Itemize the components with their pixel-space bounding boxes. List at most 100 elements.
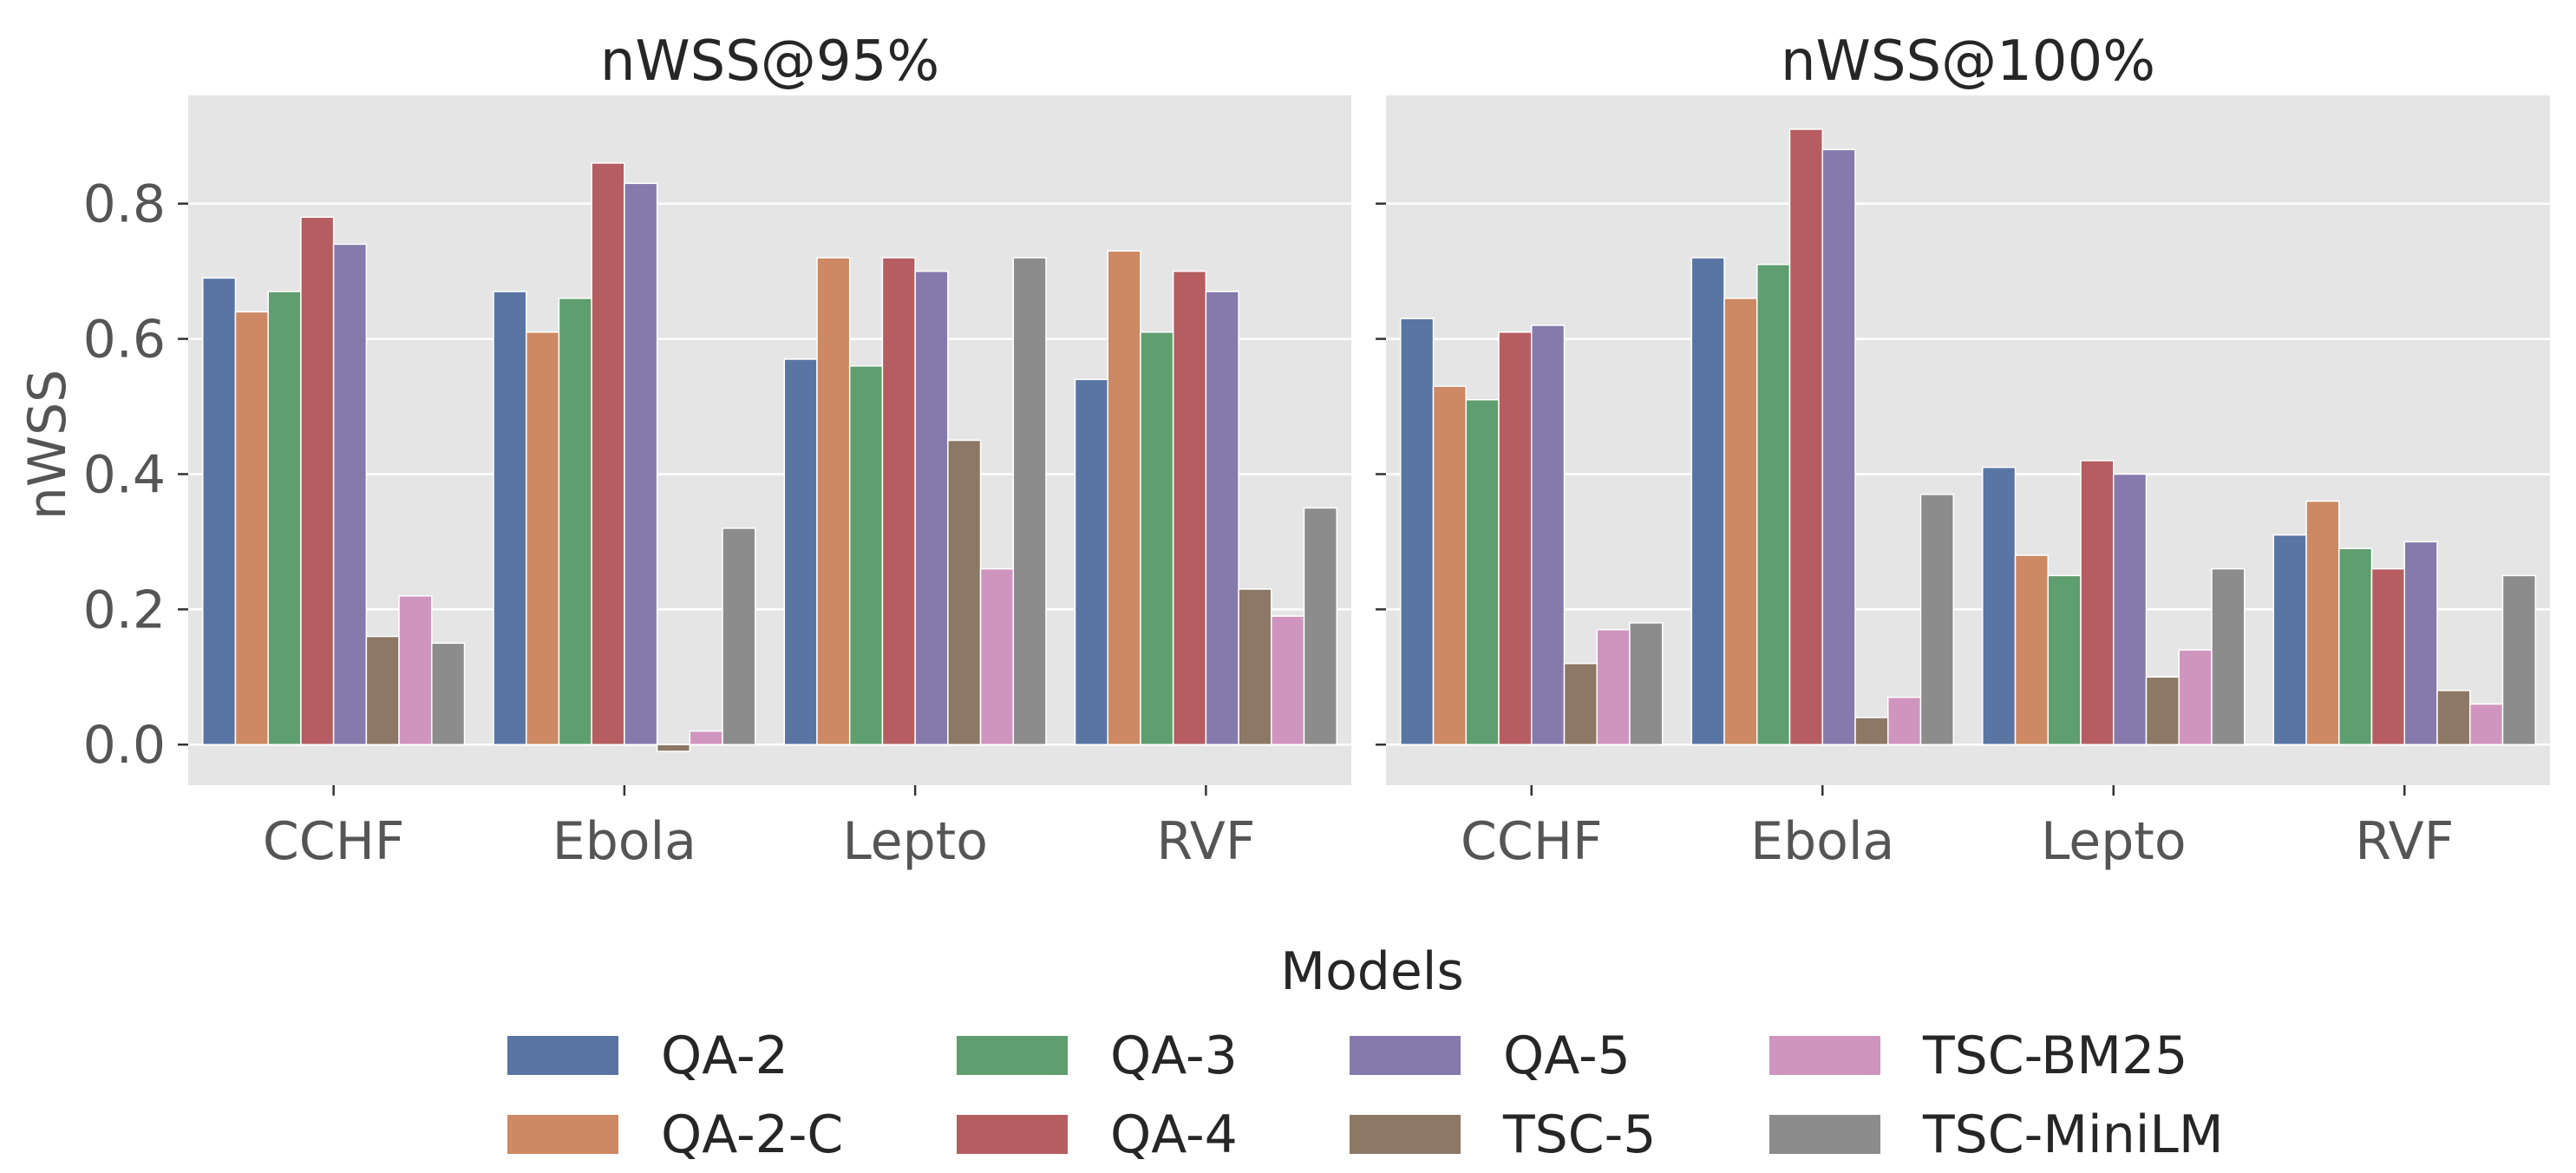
legend-item-qa-5: QA-5 — [1350, 1026, 1631, 1086]
legend-item-qa-4: QA-4 — [957, 1104, 1238, 1165]
legend-item-tsc-bm25: TSC-BM25 — [1769, 1026, 2187, 1086]
legend-label: TSC-5 — [1502, 1104, 1656, 1165]
bar-tsc-minilm-lepto — [2211, 567, 2246, 745]
bar-tsc-5-rvf — [1238, 588, 1272, 745]
panel-1: 0.0 0.2 0.4 0.6 0.8 nWSS@95% nWSS CCHF Ebola Lept… — [17, 29, 1351, 872]
x-tick-label: Lepto — [842, 811, 988, 872]
bar-qa-3-rvf — [2338, 547, 2373, 745]
legend-label: QA-4 — [1110, 1104, 1238, 1165]
bar-tsc-minilm-ebola — [722, 528, 756, 745]
bar-tsc-minilm-rvf — [1303, 507, 1337, 745]
bar-tsc-bm25-rvf — [1271, 615, 1305, 745]
legend-label: QA-5 — [1503, 1026, 1631, 1086]
bar-tsc-5-cchf — [1563, 662, 1598, 745]
legend-item-qa-3: QA-3 — [957, 1026, 1238, 1086]
bar-tsc-minilm-lepto — [1012, 257, 1047, 745]
bar-tsc-5-lepto — [947, 439, 982, 745]
legend-label: QA-3 — [1110, 1026, 1238, 1086]
bar-tsc-5-ebola — [1854, 717, 1889, 745]
x-tick-label: RVF — [1156, 811, 1255, 872]
bar-qa-3-lepto — [2047, 574, 2082, 745]
bar-qa-2-cchf — [202, 277, 237, 745]
y-tick-label: 0.6 — [83, 310, 166, 370]
bar-qa-5-rvf — [1205, 291, 1239, 745]
bar-tsc-bm25-cchf — [1596, 628, 1631, 745]
bar-tsc-bm25-rvf — [2468, 703, 2504, 745]
x-tick-label: Ebola — [1750, 811, 1894, 872]
y-tick-label: 0.0 — [83, 715, 166, 776]
bar-qa-2-lepto — [783, 358, 818, 745]
legend-swatch — [1769, 1115, 1880, 1154]
bar-qa-2-c-rvf — [1107, 250, 1141, 745]
bar-qa-3-rvf — [1140, 331, 1174, 745]
x-tick-label: Lepto — [2041, 811, 2187, 872]
legend-item-tsc-minilm: TSC-MiniLM — [1769, 1104, 2224, 1165]
bar-qa-2-lepto — [1982, 466, 2017, 745]
legend-label: QA-2-C — [661, 1104, 843, 1165]
x-tick-label: CCHF — [263, 811, 404, 872]
legend-swatch — [507, 1036, 618, 1075]
bar-qa-2-c-cchf — [234, 311, 269, 745]
bar-qa-5-ebola — [1821, 148, 1856, 745]
bar-qa-4-lepto — [881, 257, 916, 745]
bar-tsc-bm25-cchf — [398, 595, 433, 745]
bar-qa-2-c-cchf — [1432, 385, 1468, 745]
legend-swatch — [1350, 1115, 1461, 1154]
bar-qa-2-ebola — [1690, 257, 1725, 745]
bar-qa-3-cchf — [267, 291, 302, 745]
legend-title: Models — [1280, 941, 1463, 1002]
bar-qa-3-ebola — [558, 298, 592, 745]
bar-qa-3-lepto — [848, 365, 884, 745]
panel-title: nWSS@100% — [1781, 29, 2155, 94]
bar-qa-4-lepto — [2080, 460, 2115, 745]
bar-tsc-minilm-rvf — [2501, 574, 2536, 745]
legend-label: TSC-BM25 — [1922, 1026, 2187, 1086]
bar-qa-2-c-rvf — [2305, 500, 2340, 745]
bar-tsc-minilm-cchf — [1629, 622, 1664, 745]
bar-qa-2-c-ebola — [525, 331, 560, 745]
panel-2: nWSS@100% CCHF Ebola Lepto RVF — [1376, 29, 2550, 872]
bar-tsc-5-rvf — [2436, 690, 2471, 745]
bar-qa-2-rvf — [1074, 378, 1108, 745]
bar-qa-5-ebola — [624, 182, 658, 745]
bar-qa-4-rvf — [2370, 567, 2406, 745]
bar-qa-2-c-lepto — [2014, 554, 2050, 745]
bar-qa-4-ebola — [1788, 128, 1824, 745]
legend-item-qa-2: QA-2 — [507, 1026, 788, 1086]
legend-swatch — [507, 1115, 618, 1154]
legend: Models QA-2 QA-3 QA-5 TSC-BM25 QA-2-C QA-4 TSC… — [507, 941, 2224, 1165]
panel-title: nWSS@95% — [600, 29, 939, 94]
bar-qa-3-cchf — [1465, 398, 1500, 745]
bar-qa-5-cchf — [1531, 324, 1566, 745]
legend-label: QA-2 — [661, 1026, 788, 1086]
bar-qa-5-lepto — [914, 270, 949, 745]
legend-item-tsc-5: TSC-5 — [1350, 1104, 1656, 1165]
bar-qa-4-rvf — [1172, 270, 1207, 745]
x-tick-label: CCHF — [1461, 811, 1602, 872]
bar-tsc-minilm-ebola — [1919, 494, 1954, 745]
bar-qa-2-c-lepto — [816, 257, 851, 745]
x-tick-label: RVF — [2355, 811, 2454, 872]
legend-label: TSC-MiniLM — [1922, 1104, 2224, 1165]
bar-qa-4-cchf — [300, 216, 335, 745]
bar-tsc-5-ebola — [656, 744, 691, 752]
bar-tsc-minilm-cchf — [431, 642, 466, 745]
bar-qa-5-cchf — [332, 243, 368, 745]
bar-qa-2-rvf — [2272, 534, 2307, 745]
legend-item-qa-2-c: QA-2-C — [507, 1104, 843, 1165]
y-tick-label: 0.2 — [83, 580, 166, 640]
bar-qa-2-cchf — [1400, 318, 1435, 745]
bar-qa-2-ebola — [493, 291, 527, 745]
bar-tsc-5-lepto — [2145, 676, 2180, 745]
bar-qa-2-c-ebola — [1723, 298, 1758, 745]
bar-qa-3-ebola — [1756, 264, 1791, 745]
bar-tsc-bm25-ebola — [1886, 696, 1922, 745]
y-tick-label: 0.8 — [83, 174, 166, 235]
bar-qa-4-ebola — [591, 162, 625, 745]
legend-swatch — [957, 1115, 1068, 1154]
legend-swatch — [957, 1036, 1068, 1075]
bar-tsc-5-cchf — [365, 635, 400, 745]
bar-tsc-bm25-lepto — [979, 567, 1015, 745]
bar-qa-5-lepto — [2113, 473, 2148, 745]
